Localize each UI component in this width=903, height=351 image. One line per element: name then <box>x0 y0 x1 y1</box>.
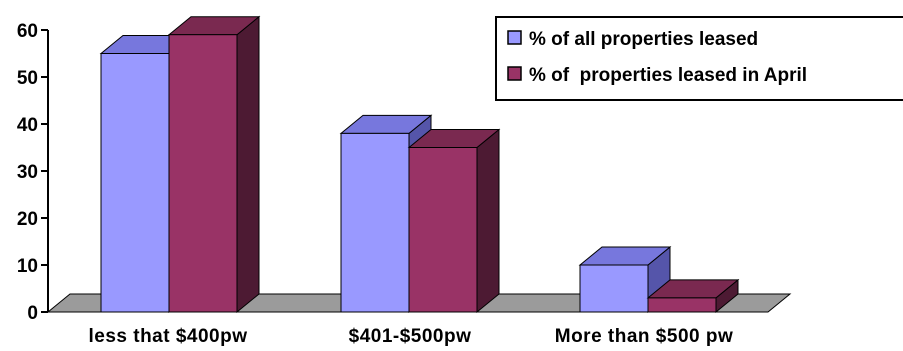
legend-label-1: % of all properties leased <box>529 29 758 50</box>
y-tick-label: 0 <box>27 303 38 324</box>
legend-swatch-2 <box>507 66 522 81</box>
bar-side-face <box>476 128 500 314</box>
legend-label-2: % of properties leased in April <box>529 65 807 86</box>
y-tick-label: 60 <box>17 21 38 42</box>
bar-front-face <box>168 34 238 313</box>
bar-2-1 <box>167 15 261 314</box>
legend-box <box>495 16 903 101</box>
y-tick-label: 40 <box>17 115 38 136</box>
bar-side-face <box>236 15 260 314</box>
bar-front-face <box>100 53 170 313</box>
bar-front-face <box>647 297 717 313</box>
bar-front-face <box>579 264 649 313</box>
y-tick-label: 20 <box>17 209 38 230</box>
bar-front-face <box>340 132 410 313</box>
x-category-label: More than $500 pw <box>555 326 734 347</box>
y-tick-label: 50 <box>17 68 38 89</box>
x-category-label: less that $400pw <box>88 326 247 347</box>
bar-front-face <box>408 147 478 313</box>
bar-2-3 <box>646 278 740 314</box>
legend: % of all properties leased % of propertie… <box>495 16 903 101</box>
y-tick-label: 10 <box>17 256 38 277</box>
legend-swatch-1 <box>507 30 522 45</box>
bar-2-2 <box>407 128 501 314</box>
x-category-label: $401-$500pw <box>349 326 472 347</box>
y-tick-label: 30 <box>17 162 38 183</box>
